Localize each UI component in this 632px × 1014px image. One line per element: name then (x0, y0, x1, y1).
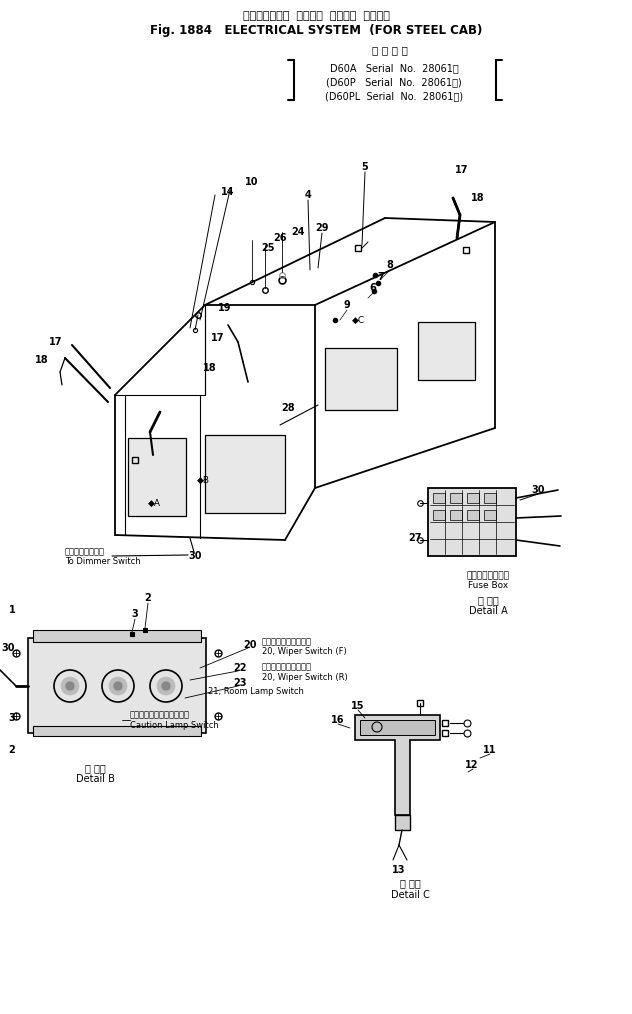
Text: 17: 17 (211, 333, 225, 343)
Text: 10: 10 (245, 177, 258, 187)
Text: 15: 15 (351, 701, 365, 711)
FancyBboxPatch shape (484, 510, 496, 520)
Text: 5: 5 (362, 162, 368, 172)
FancyBboxPatch shape (450, 493, 462, 503)
Text: 適 用 号 機: 適 用 号 機 (372, 45, 408, 55)
Text: ワイパスイッチ（後）: ワイパスイッチ（後） (262, 662, 312, 671)
Text: 1: 1 (9, 605, 15, 615)
Text: 22: 22 (233, 663, 246, 673)
FancyBboxPatch shape (484, 493, 496, 503)
Text: 23: 23 (233, 678, 246, 689)
FancyBboxPatch shape (205, 435, 285, 513)
Text: 30: 30 (1, 643, 15, 653)
Text: 19: 19 (218, 303, 232, 313)
Text: 2: 2 (145, 593, 152, 603)
Text: 26: 26 (273, 233, 287, 243)
Text: 2: 2 (9, 745, 15, 755)
Circle shape (162, 682, 170, 690)
Text: 18: 18 (203, 363, 217, 373)
Text: 18: 18 (471, 193, 485, 203)
FancyBboxPatch shape (450, 510, 462, 520)
Text: Ａ 詳細: Ａ 詳細 (478, 595, 499, 605)
Text: 20, Wiper Switch (F): 20, Wiper Switch (F) (262, 647, 347, 655)
Text: 6: 6 (370, 283, 377, 293)
Text: ◆C: ◆C (352, 315, 365, 324)
Text: Detail A: Detail A (468, 606, 507, 615)
Text: D60A   Serial  No.  28061～: D60A Serial No. 28061～ (330, 63, 458, 73)
Text: 11: 11 (483, 745, 497, 755)
FancyBboxPatch shape (33, 726, 201, 736)
Text: 8: 8 (387, 260, 394, 270)
Text: 27: 27 (408, 533, 422, 544)
FancyBboxPatch shape (128, 438, 186, 516)
Polygon shape (360, 720, 435, 735)
Text: Detail C: Detail C (391, 890, 429, 900)
Text: (D60PL  Serial  No.  28061～): (D60PL Serial No. 28061～) (325, 91, 463, 101)
Text: ◆A: ◆A (148, 499, 161, 507)
Text: 17: 17 (455, 165, 469, 175)
FancyBboxPatch shape (433, 493, 445, 503)
Text: To Dimmer Switch: To Dimmer Switch (65, 557, 141, 566)
Text: 4: 4 (305, 190, 312, 200)
Text: Caution Lamp Switch: Caution Lamp Switch (130, 721, 219, 729)
Text: Ｂ 詳細: Ｂ 詳細 (85, 763, 106, 773)
Text: 17: 17 (49, 337, 63, 347)
Text: 28: 28 (281, 403, 295, 413)
FancyBboxPatch shape (433, 510, 445, 520)
Text: ◆B: ◆B (197, 476, 210, 485)
Circle shape (109, 677, 127, 695)
Text: 30: 30 (188, 551, 202, 561)
FancyBboxPatch shape (467, 510, 479, 520)
Text: 3: 3 (9, 713, 15, 723)
Text: 3: 3 (131, 609, 138, 619)
Circle shape (66, 682, 74, 690)
Text: 20, Wiper Switch (R): 20, Wiper Switch (R) (262, 672, 348, 681)
FancyBboxPatch shape (28, 638, 206, 733)
Text: 7: 7 (378, 272, 384, 282)
Text: 16: 16 (331, 715, 344, 725)
Text: ヒューズボックス: ヒューズボックス (466, 572, 509, 580)
FancyBboxPatch shape (418, 322, 475, 380)
Text: エレクトリカル  システム  スチール  キャブ用: エレクトリカル システム スチール キャブ用 (243, 11, 389, 21)
FancyBboxPatch shape (33, 630, 201, 642)
Text: 25: 25 (261, 243, 275, 254)
Polygon shape (395, 815, 410, 830)
Text: Fig. 1884   ELECTRICAL SYSTEM  (FOR STEEL CAB): Fig. 1884 ELECTRICAL SYSTEM (FOR STEEL C… (150, 23, 482, 37)
Text: ワイパスイッチ（前）: ワイパスイッチ（前） (262, 638, 312, 647)
Text: 14: 14 (221, 187, 234, 197)
Text: 30: 30 (532, 485, 545, 495)
Text: 29: 29 (315, 223, 329, 233)
Text: 21, Room Lamp Switch: 21, Room Lamp Switch (208, 687, 304, 697)
Circle shape (114, 682, 122, 690)
Text: コーションランプスイッチ: コーションランプスイッチ (130, 711, 190, 720)
Text: Ｃ 詳細: Ｃ 詳細 (399, 878, 420, 888)
FancyBboxPatch shape (467, 493, 479, 503)
Polygon shape (355, 715, 440, 815)
Text: 20: 20 (243, 640, 257, 650)
Text: ディマスイッチへ: ディマスイッチへ (65, 548, 105, 557)
FancyBboxPatch shape (325, 348, 397, 410)
Text: Fuse Box: Fuse Box (468, 581, 508, 590)
Text: 24: 24 (291, 227, 305, 237)
Circle shape (61, 677, 79, 695)
Text: (D60P   Serial  No.  28061～): (D60P Serial No. 28061～) (326, 77, 462, 87)
Text: 12: 12 (465, 760, 479, 770)
FancyBboxPatch shape (428, 488, 516, 556)
Circle shape (157, 677, 175, 695)
Text: 13: 13 (392, 865, 406, 875)
Text: Detail B: Detail B (76, 774, 114, 784)
Text: 9: 9 (344, 300, 350, 310)
Text: 18: 18 (35, 355, 49, 365)
